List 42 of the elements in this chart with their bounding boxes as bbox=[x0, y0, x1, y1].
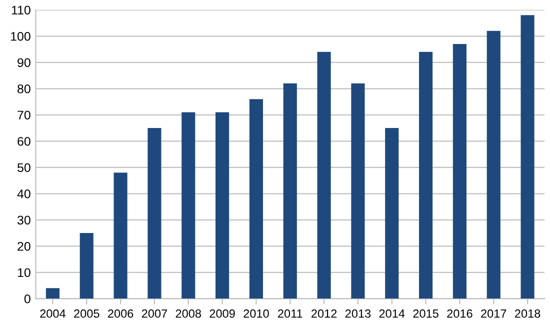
bar bbox=[317, 52, 331, 299]
x-tick-label: 2011 bbox=[278, 309, 302, 318]
bar bbox=[283, 83, 297, 299]
x-tick-label: 2014 bbox=[379, 309, 405, 318]
bar bbox=[148, 128, 162, 299]
bar bbox=[114, 172, 128, 299]
y-tick-label: 20 bbox=[18, 242, 30, 251]
bar bbox=[46, 288, 60, 299]
y-tick-label: 70 bbox=[18, 110, 30, 120]
x-tick-label: 2012 bbox=[312, 309, 337, 318]
bar bbox=[216, 112, 230, 299]
bar bbox=[182, 112, 196, 299]
x-tick-label: 2005 bbox=[74, 309, 100, 318]
y-tick-label: 100 bbox=[10, 32, 30, 41]
x-tick-label: 2015 bbox=[413, 309, 438, 318]
x-tick-label: 2009 bbox=[210, 309, 235, 318]
y-tick-label: 50 bbox=[17, 163, 30, 172]
x-tick-label: 2010 bbox=[244, 309, 269, 318]
x-tick-label: 2013 bbox=[345, 309, 371, 318]
x-tick-label: 2017 bbox=[481, 309, 506, 318]
y-tick-label: 30 bbox=[17, 216, 30, 225]
x-tick-label: 2016 bbox=[447, 309, 472, 318]
x-tick-label: 2007 bbox=[142, 309, 167, 318]
x-tick-label: 2006 bbox=[108, 309, 134, 318]
bar bbox=[249, 99, 263, 299]
bar bbox=[452, 44, 466, 299]
y-tick-label: 10 bbox=[18, 268, 30, 278]
bar bbox=[351, 83, 365, 299]
x-tick-label: 2018 bbox=[515, 309, 540, 318]
x-tick-label: 2004 bbox=[40, 309, 66, 318]
bar bbox=[486, 30, 500, 299]
y-tick-label: 60 bbox=[18, 136, 30, 146]
bar bbox=[385, 128, 399, 299]
y-tick-label: 110 bbox=[12, 6, 30, 15]
bar bbox=[520, 15, 534, 299]
y-tick-label: 40 bbox=[17, 189, 30, 198]
y-tick-label: 80 bbox=[18, 84, 30, 94]
x-tick-label: 2008 bbox=[176, 309, 201, 318]
y-tick-label: 0 bbox=[24, 294, 30, 304]
bar bbox=[419, 52, 433, 299]
y-tick-label: 90 bbox=[18, 58, 30, 68]
bar bbox=[80, 233, 94, 299]
